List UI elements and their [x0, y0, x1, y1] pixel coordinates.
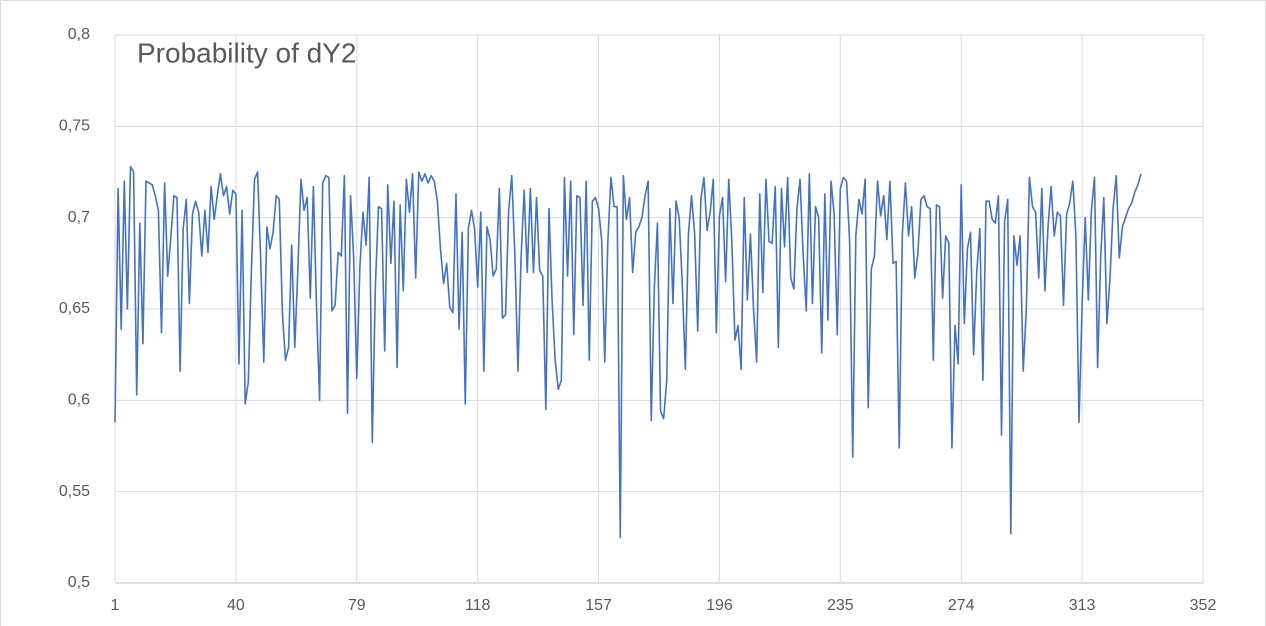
x-tick-label: 118: [465, 597, 491, 614]
x-tick-label: 40: [227, 597, 245, 614]
y-tick-label: 0,8: [68, 26, 90, 43]
y-tick-label: 0,7: [68, 209, 90, 226]
plot: [114, 165, 1142, 539]
y-tick-label: 0,6: [68, 392, 90, 409]
x-tick-label: 352: [1190, 597, 1217, 614]
x-tick-label: 313: [1069, 597, 1096, 614]
x-tick-label: 157: [585, 597, 612, 614]
x-tick-label: 79: [348, 597, 366, 614]
x-tick-label: 196: [706, 597, 733, 614]
chart-title: Probability of dY2: [137, 37, 356, 68]
y-tick-label: 0,5: [68, 574, 90, 591]
grid: [114, 34, 1204, 584]
y-tick-label: 0,75: [59, 118, 90, 135]
data-line: [114, 165, 1142, 539]
x-tick-label: 1: [111, 597, 120, 614]
x-tick-label: 235: [827, 597, 854, 614]
y-tick-label: 0,65: [59, 300, 90, 317]
x-tick-label: 274: [948, 597, 975, 614]
y-tick-label: 0,55: [59, 483, 90, 500]
